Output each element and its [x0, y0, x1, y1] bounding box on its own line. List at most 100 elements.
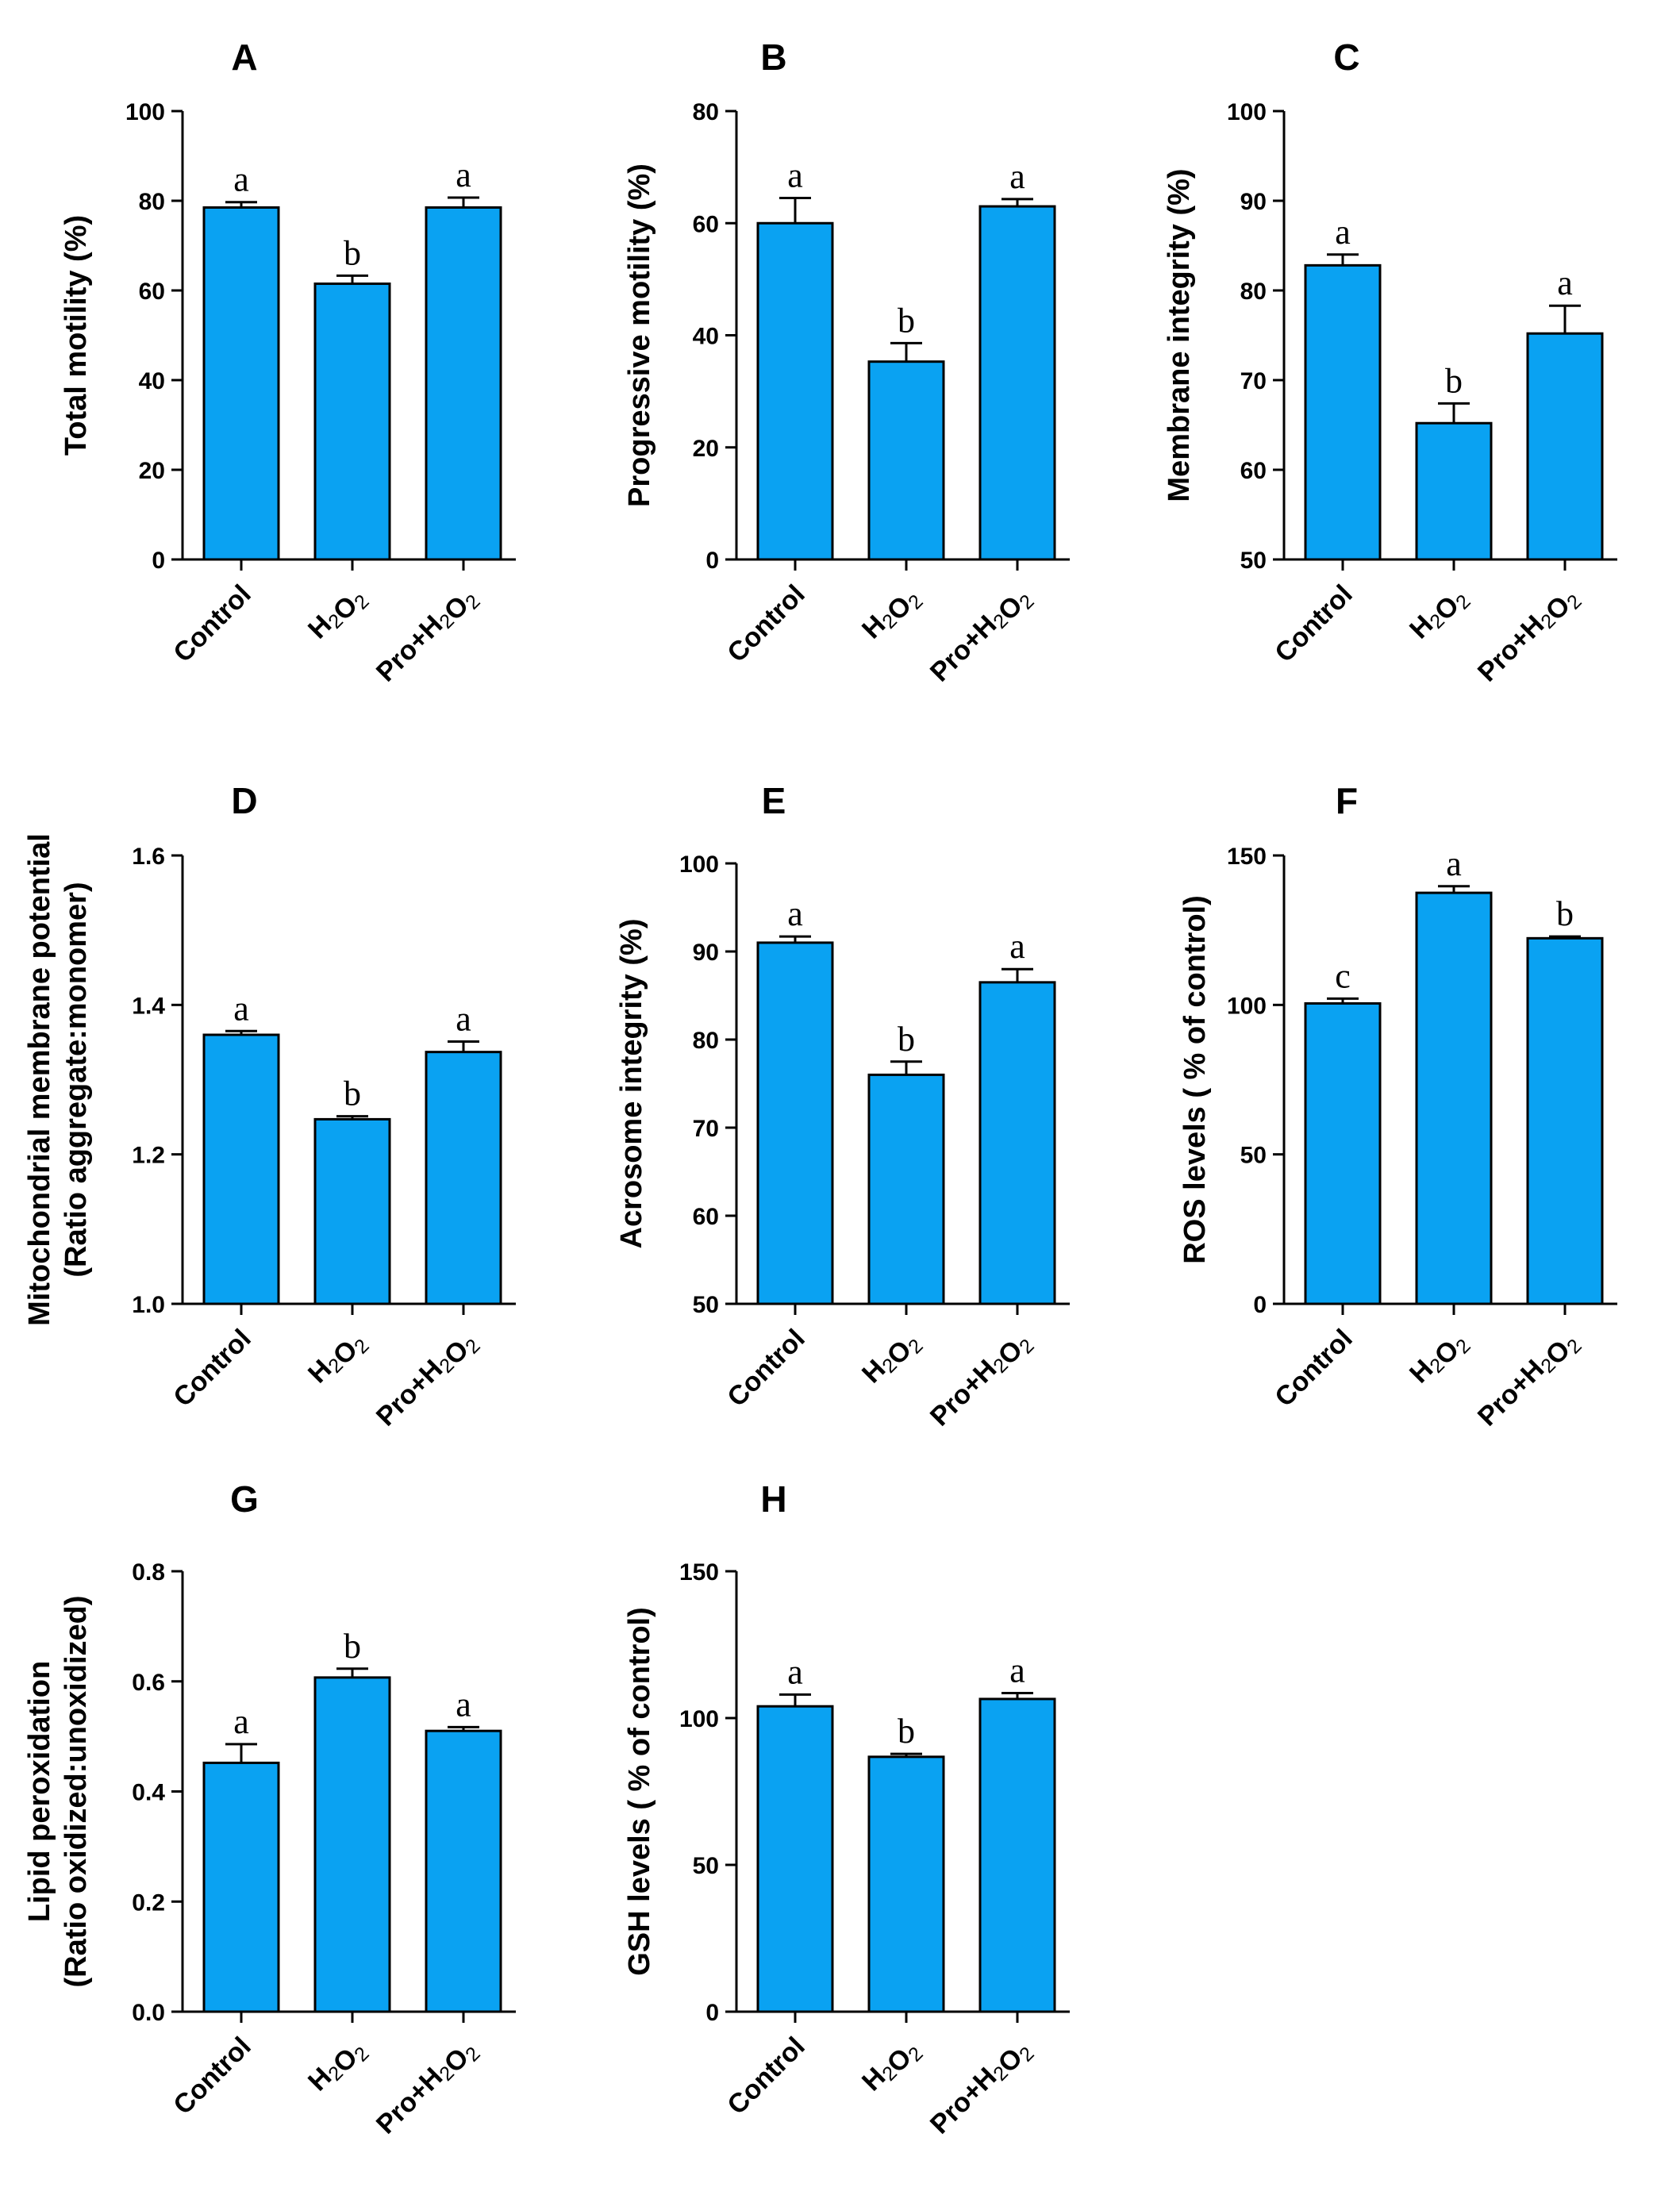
- significance-letter: b: [344, 1074, 361, 1113]
- x-category-label: Control: [721, 579, 810, 668]
- y-tick-label: 20: [139, 458, 165, 484]
- x-category-label: Control: [1269, 1324, 1358, 1413]
- y-tick-label: 80: [139, 189, 165, 215]
- significance-letter: a: [787, 156, 803, 194]
- significance-letter: a: [1009, 1651, 1025, 1690]
- x-category-label: H2O2: [1404, 579, 1475, 651]
- panel-a: A 0 20 40 60 80 100 Total motility (%) a Control b…: [60, 37, 516, 694]
- significance-letter: a: [1009, 927, 1025, 966]
- y-tick-label: 50: [693, 1292, 719, 1318]
- x-category-label: Pro+H2O2: [371, 1324, 485, 1438]
- significance-letter: a: [456, 1685, 471, 1724]
- significance-letter: b: [898, 1020, 915, 1059]
- bar-3: [978, 205, 1056, 561]
- y-tick-label: 90: [693, 940, 719, 966]
- panel-letter: G: [230, 1478, 259, 1520]
- y-axis-label: GSH levels ( % of control): [623, 1607, 656, 1976]
- bar-1: [1304, 263, 1382, 561]
- bar-3: [425, 1729, 502, 2013]
- y-tick-label: 1.0: [132, 1292, 165, 1318]
- x-category-label: Pro+H2O2: [925, 2032, 1039, 2146]
- bar-3: [978, 1697, 1056, 2013]
- significance-letter: a: [1557, 263, 1573, 302]
- y-tick-label: 0: [705, 2000, 719, 2026]
- y-tick-label: 40: [693, 324, 719, 350]
- y-tick-label: 60: [1240, 458, 1267, 484]
- y-tick-label: 60: [693, 1204, 719, 1230]
- y-axis-label: Acrosome integrity (%): [615, 919, 648, 1249]
- bar-2: [1415, 421, 1493, 561]
- significance-letter: c: [1335, 956, 1351, 995]
- x-category-label: Pro+H2O2: [1472, 1324, 1586, 1438]
- y-tick-label: 100: [125, 99, 165, 125]
- bar-3: [425, 206, 502, 561]
- y-tick-label: 80: [1240, 279, 1267, 305]
- y-tick-label: 20: [693, 436, 719, 462]
- bar-1: [756, 1705, 834, 2013]
- panel-b: B 0 20 40 60 80 Progressive motility (%) a Contr…: [623, 37, 1070, 694]
- y-tick-label: 50: [1240, 548, 1267, 574]
- y-tick-label: 100: [679, 1706, 719, 1732]
- x-category-label: Control: [167, 579, 256, 668]
- bar-3: [1526, 936, 1604, 1305]
- bar-3: [425, 1051, 502, 1305]
- x-category-label: Pro+H2O2: [371, 579, 485, 694]
- panel-e: E 50 60 70 80 90 100 Acrosome integrity (%) a Con…: [615, 780, 1070, 1432]
- panel-d: D 1.0 1.2 1.4 1.6 Mitochondrial membrane pote…: [23, 780, 516, 1438]
- x-category-label: H2O2: [856, 579, 928, 651]
- bar-1: [756, 221, 834, 561]
- bar-1: [202, 1033, 280, 1305]
- x-category-label: H2O2: [856, 1324, 928, 1395]
- panel-letter: B: [760, 37, 786, 78]
- bar-2: [867, 360, 945, 561]
- x-category-label: H2O2: [1404, 1324, 1475, 1395]
- panel-letter: E: [762, 780, 786, 821]
- y-tick-label: 40: [139, 368, 165, 394]
- x-category-label: H2O2: [302, 2032, 374, 2103]
- bar-3: [1526, 332, 1604, 561]
- y-tick-label: 60: [693, 211, 719, 237]
- y-tick-label: 70: [1240, 368, 1267, 394]
- y-tick-label: 100: [679, 851, 719, 878]
- bar-2: [867, 1073, 945, 1305]
- significance-letter: a: [1009, 157, 1025, 196]
- y-tick-label: 60: [139, 279, 165, 305]
- panel-letter: C: [1333, 37, 1359, 78]
- significance-letter: b: [1445, 361, 1463, 400]
- y-tick-label: 1.2: [132, 1143, 165, 1169]
- y-tick-label: 100: [1227, 993, 1267, 1019]
- bar-2: [1415, 891, 1493, 1305]
- significance-letter: a: [233, 160, 249, 199]
- significance-letter: b: [344, 233, 361, 272]
- panel-c: C 50 60 70 80 90 100 Membrane integrity (%) a Con…: [1163, 37, 1617, 688]
- y-tick-label: 0: [1253, 1292, 1267, 1318]
- x-category-label: Control: [1269, 579, 1358, 668]
- y-tick-label: 1.6: [132, 844, 165, 870]
- x-category-label: Control: [167, 2032, 256, 2120]
- panel-letter: F: [1336, 780, 1358, 821]
- panel-letter: H: [760, 1478, 786, 1520]
- panel-letter: D: [231, 780, 257, 821]
- x-category-label: Pro+H2O2: [371, 2032, 485, 2146]
- significance-letter: b: [898, 1712, 915, 1751]
- y-tick-label: 0.2: [132, 1889, 165, 1916]
- significance-letter: b: [1556, 894, 1574, 933]
- significance-letter: a: [787, 894, 803, 933]
- y-axis-label: Total motility (%): [60, 215, 93, 456]
- y-axis-label-line-2: (Ratio aggregate:monomer): [60, 882, 93, 1277]
- significance-letter: a: [233, 1702, 249, 1741]
- y-tick-label: 150: [1227, 844, 1267, 870]
- y-tick-label: 150: [679, 1559, 719, 1586]
- x-category-label: H2O2: [302, 579, 374, 651]
- y-tick-label: 100: [1227, 99, 1267, 125]
- bar-1: [756, 941, 834, 1305]
- significance-letter: a: [1446, 844, 1462, 883]
- y-axis-label-line-1: Mitochondrial membrane potential: [23, 833, 56, 1326]
- x-category-label: Pro+H2O2: [925, 579, 1039, 694]
- panel-h: H 0 50 100 150 GSH levels ( % of control) a Con…: [623, 1478, 1070, 2146]
- y-tick-label: 0.0: [132, 2000, 165, 2026]
- x-category-label: H2O2: [302, 1324, 374, 1395]
- significance-letter: a: [233, 989, 249, 1028]
- bar-2: [867, 1755, 945, 2013]
